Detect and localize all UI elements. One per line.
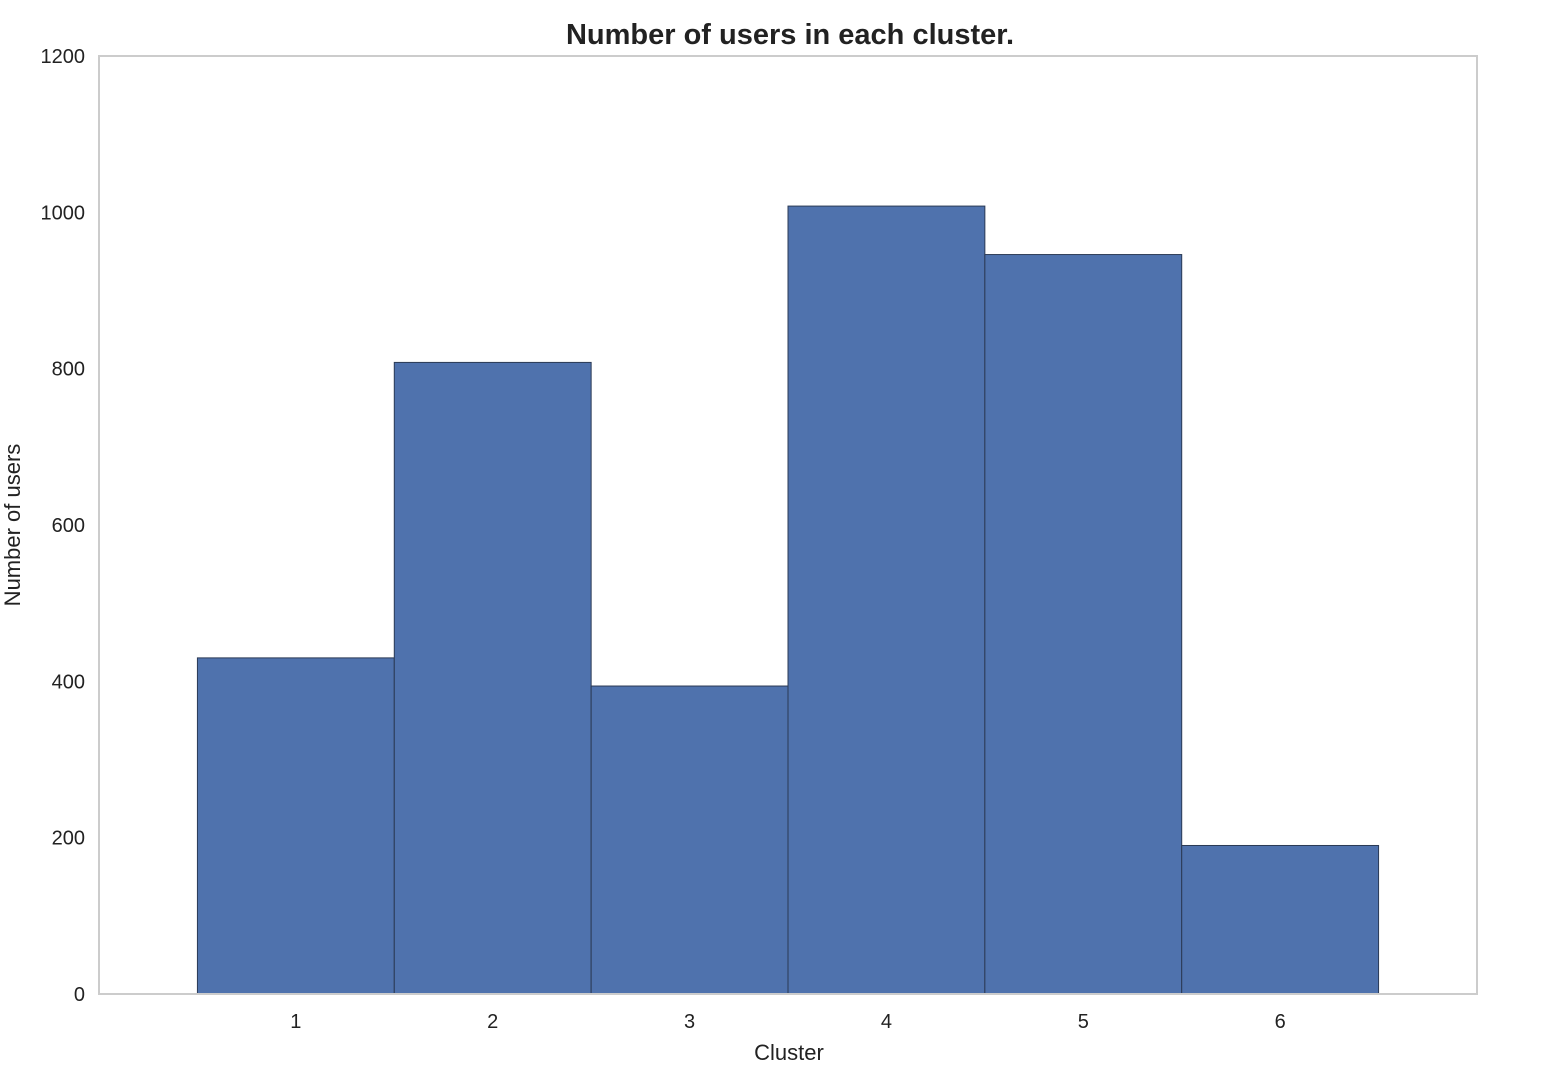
bar-group: [196, 205, 1380, 995]
y-tick-label: 200: [52, 828, 85, 850]
x-tick-label: 5: [1078, 1011, 1089, 1033]
y-tick-label: 1000: [41, 202, 86, 224]
bar-cluster-4: [787, 205, 986, 995]
bar-cluster-5: [984, 254, 1183, 995]
plot-frame: [98, 55, 1478, 995]
y-tick-label: 1200: [41, 46, 86, 68]
bar-cluster-3: [590, 685, 789, 995]
bar-cluster-1: [196, 657, 395, 995]
y-tick-label: 800: [52, 359, 85, 381]
chart-title: Number of users in each cluster.: [566, 19, 1014, 51]
x-tick-label: 1: [290, 1011, 301, 1033]
y-axis-label: Number of users: [0, 444, 25, 607]
y-tick-label: 400: [52, 671, 85, 693]
y-tick-labels: 0 200 400 600 800 1000 1200: [41, 46, 86, 1006]
x-axis-label: Cluster: [754, 1040, 824, 1065]
x-tick-label: 6: [1275, 1011, 1286, 1033]
y-tick-label: 600: [52, 515, 85, 537]
bar-cluster-2: [393, 361, 592, 995]
x-tick-label: 3: [684, 1011, 695, 1033]
bar-cluster-6: [1181, 844, 1380, 995]
x-tick-label: 2: [487, 1011, 498, 1033]
x-tick-label: 4: [881, 1011, 892, 1033]
y-tick-label: 0: [74, 984, 85, 1006]
x-tick-labels: 1 2 3 4 5 6: [290, 1011, 1285, 1033]
